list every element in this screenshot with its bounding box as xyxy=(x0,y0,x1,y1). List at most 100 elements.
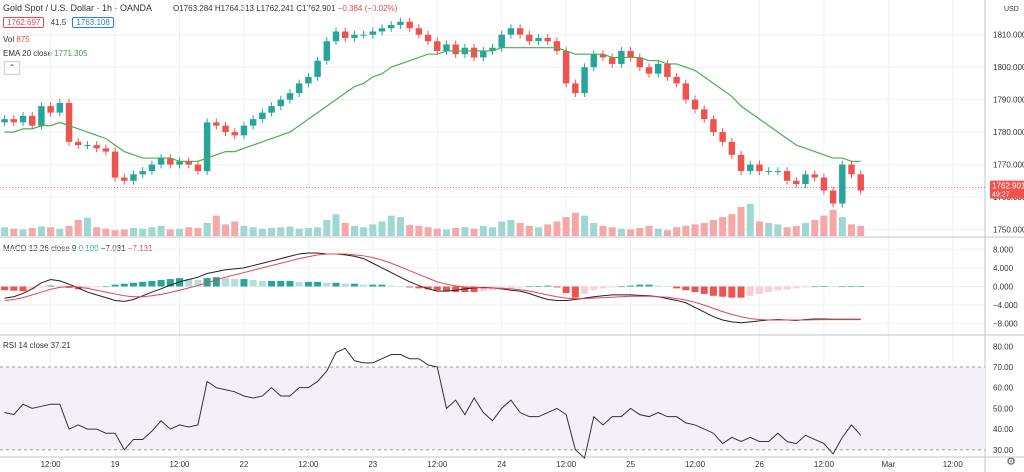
macd-histogram-bar xyxy=(801,286,809,288)
volume-bar xyxy=(396,217,404,236)
time-axis-label: 22 xyxy=(239,460,248,469)
volume-bar xyxy=(673,227,681,236)
candle-body xyxy=(553,41,561,51)
volume-bar xyxy=(120,229,128,236)
macd-histogram-bar xyxy=(157,279,165,287)
macd-histogram-bar xyxy=(19,286,27,292)
candle-body xyxy=(148,164,156,172)
current-price-tag xyxy=(990,180,1024,199)
rsi-line xyxy=(4,347,862,460)
candle-body xyxy=(314,60,321,77)
volume-bar xyxy=(442,229,450,236)
volume-bar xyxy=(811,220,819,236)
macd-histogram-bar xyxy=(516,286,524,288)
macd-histogram-bar xyxy=(627,285,635,287)
time-axis-label: 12:00 xyxy=(298,460,319,469)
volume-bar xyxy=(617,228,625,236)
candle-body xyxy=(19,115,27,123)
time-axis-label: 24 xyxy=(497,460,506,469)
macd-histogram-bar xyxy=(599,286,607,289)
gear-icon[interactable]: ⚙ xyxy=(1006,456,1016,468)
macd-histogram-bar xyxy=(323,282,331,287)
macd-histogram-bar xyxy=(507,286,515,289)
candle-body xyxy=(10,119,18,123)
macd-histogram-bar xyxy=(479,286,487,292)
macd-histogram-bar xyxy=(848,286,856,287)
macd-histogram-bar xyxy=(728,286,736,298)
macd-histogram-bar xyxy=(415,286,423,289)
volume-bar xyxy=(10,228,18,236)
candle-body xyxy=(848,164,855,175)
candle-body xyxy=(424,34,432,42)
symbol-title[interactable]: Gold Spot / U.S. Dollar · 1h · OANDA xyxy=(3,3,153,13)
volume-bar xyxy=(654,228,662,236)
volume-bar xyxy=(553,221,561,236)
macd-histogram-bar xyxy=(525,286,533,288)
macd-signal-value: −7.131 xyxy=(127,244,153,253)
volume-bar xyxy=(295,228,303,236)
candle-body xyxy=(378,28,386,32)
volume-bar xyxy=(498,221,506,236)
candle-body xyxy=(719,132,726,142)
volume-legend[interactable]: Vol 875 xyxy=(3,35,30,44)
volume-bar xyxy=(581,215,589,236)
macd-histogram-bar xyxy=(277,280,285,287)
volume-bar xyxy=(663,230,671,236)
macd-legend[interactable]: MACD 12 26 close 9 0.100 −7.031 −7.131 xyxy=(3,244,153,253)
volume-bar xyxy=(194,228,202,236)
macd-histogram-bar xyxy=(700,286,708,294)
volume-bar xyxy=(47,227,55,236)
macd-histogram-bar xyxy=(682,286,690,291)
volume-bar xyxy=(268,228,276,236)
sell-price-button[interactable]: 1762.697 xyxy=(3,17,45,28)
ema-legend[interactable]: EMA 20 close 1771.305 xyxy=(3,49,88,58)
macd-histogram-bar xyxy=(590,286,598,291)
rsi-legend[interactable]: RSI 14 close 37.21 xyxy=(3,341,71,350)
macd-histogram-bar xyxy=(608,286,616,288)
macd-histogram-bar xyxy=(360,284,368,287)
candle-body xyxy=(774,171,782,173)
candle-body xyxy=(480,50,487,58)
macd-histogram-bar xyxy=(166,279,174,287)
candle-body xyxy=(802,174,809,185)
candle-body xyxy=(516,28,524,35)
macd-histogram-bar xyxy=(378,284,386,287)
candle-body xyxy=(839,164,846,204)
candle-body xyxy=(673,76,680,84)
macd-histogram-bar xyxy=(452,286,460,293)
candle-body xyxy=(111,151,119,178)
macd-histogram-bar xyxy=(148,280,156,287)
candle-body xyxy=(47,106,54,113)
candle-body xyxy=(268,106,275,113)
macd-histogram-bar xyxy=(240,279,248,287)
candle-body xyxy=(213,122,220,126)
candle-body xyxy=(332,31,340,42)
time-axis-label: 12:00 xyxy=(556,460,577,469)
buy-price-button[interactable]: 1763.108 xyxy=(72,17,114,28)
candle-body xyxy=(811,174,818,178)
price-axis-label: 1750.000 xyxy=(993,226,1024,235)
candle-body xyxy=(765,171,772,173)
candle-body xyxy=(627,50,634,58)
macd-histogram-bar xyxy=(774,286,782,291)
volume-bar xyxy=(792,225,800,236)
macd-histogram-bar xyxy=(737,286,745,298)
candle-body xyxy=(406,21,413,29)
candle-body xyxy=(38,106,45,126)
candle-body xyxy=(323,41,331,61)
macd-histogram-bar xyxy=(268,280,276,287)
candle-body xyxy=(139,171,146,175)
macd-histogram-bar xyxy=(709,286,717,296)
candle-body xyxy=(783,171,791,181)
macd-histogram-bar xyxy=(341,283,349,287)
macd-histogram-bar xyxy=(37,286,45,288)
candle-body xyxy=(157,158,165,165)
volume-bar xyxy=(755,221,763,236)
macd-histogram-bar xyxy=(185,279,193,287)
macd-histogram-bar xyxy=(231,279,239,287)
macd-hist-value: 0.100 xyxy=(78,244,99,253)
volume-bar xyxy=(571,212,579,236)
candle-body xyxy=(397,21,404,25)
macd-histogram-bar xyxy=(654,285,662,287)
